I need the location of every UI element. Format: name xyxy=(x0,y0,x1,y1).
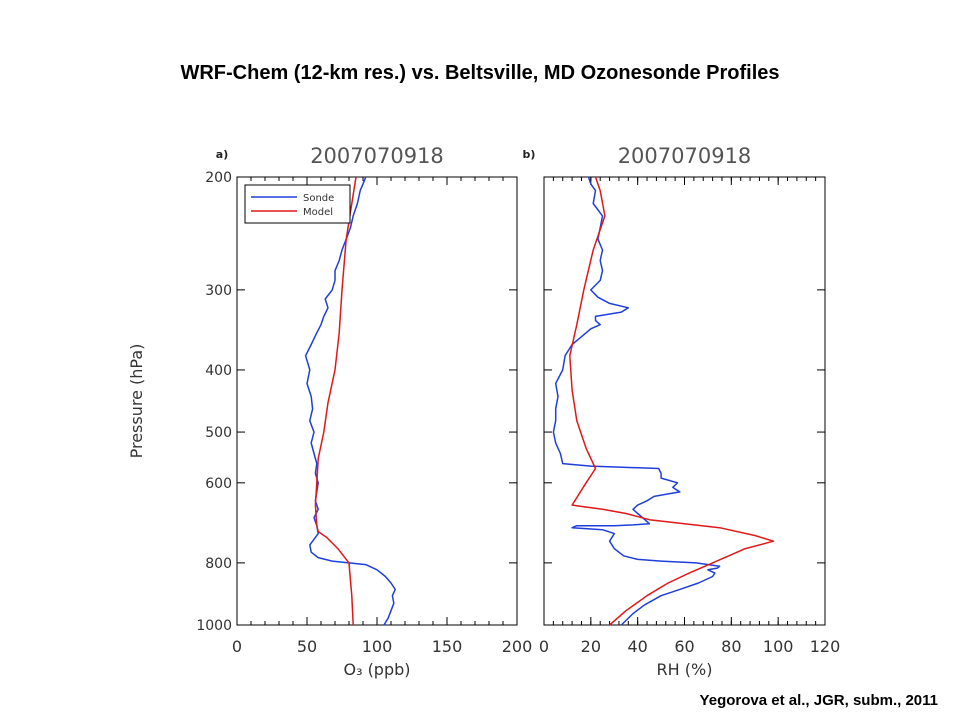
panel-b-series-sonde-line xyxy=(552,176,721,626)
panel-a-y-tick-label: 400 xyxy=(205,363,232,379)
panel-a-title: 2007070918 xyxy=(310,144,444,168)
panel-a-x-tick-label: 50 xyxy=(297,637,317,656)
panel-b-x-tick-label: 120 xyxy=(810,637,841,656)
panel-a-x-tick-label: 200 xyxy=(502,637,533,656)
panel-a-x-tick-label: 150 xyxy=(432,637,463,656)
figure-title: WRF-Chem (12-km res.) vs. Beltsville, MD… xyxy=(180,62,780,84)
panel-a-legend-label-sonde: Sonde xyxy=(303,193,334,204)
citation: Yegorova et al., JGR, subm., 2011 xyxy=(699,692,938,709)
panel-b-frame xyxy=(543,176,826,626)
panel-a-label: a) xyxy=(216,148,228,161)
panel-b-x-tick-label: 100 xyxy=(763,637,794,656)
panel-a-y-tick-label: 200 xyxy=(205,170,232,186)
panel-a-y-tick-label: 1000 xyxy=(196,618,232,634)
panel-b-title: 2007070918 xyxy=(618,144,752,168)
panel-a-x-tick-label: 100 xyxy=(362,637,393,656)
panel-a-legend-box xyxy=(244,184,351,224)
panel-a-series-sonde-line xyxy=(304,176,396,626)
panel-b-x-tick-label: 80 xyxy=(721,637,741,656)
panel-a-xlabel: O₃ (ppb) xyxy=(343,660,410,679)
panel-b-series-model-line xyxy=(569,176,775,626)
panel-a-y-tick-label: 600 xyxy=(205,476,232,492)
panel-a-ylabel: Pressure (hPa) xyxy=(127,344,146,459)
panel-a-x-tick-label: 0 xyxy=(232,637,242,656)
panel-b-x-tick-label: 20 xyxy=(581,637,601,656)
panel-a-y-tick-label: 500 xyxy=(205,425,232,441)
panel-a-legend-label-model: Model xyxy=(303,207,333,218)
panel-a-y-tick-label: 800 xyxy=(205,556,232,572)
panel-b-xlabel: RH (%) xyxy=(657,660,713,679)
panel-a-series-model-line xyxy=(314,176,357,626)
panel-b-label: b) xyxy=(523,148,536,161)
panel-b-x-tick-label: 40 xyxy=(627,637,647,656)
panel-a-y-tick-label: 300 xyxy=(205,283,232,299)
panel-a-frame xyxy=(236,176,518,626)
panel-b-x-tick-label: 60 xyxy=(674,637,694,656)
panel-b-x-tick-label: 0 xyxy=(539,637,549,656)
